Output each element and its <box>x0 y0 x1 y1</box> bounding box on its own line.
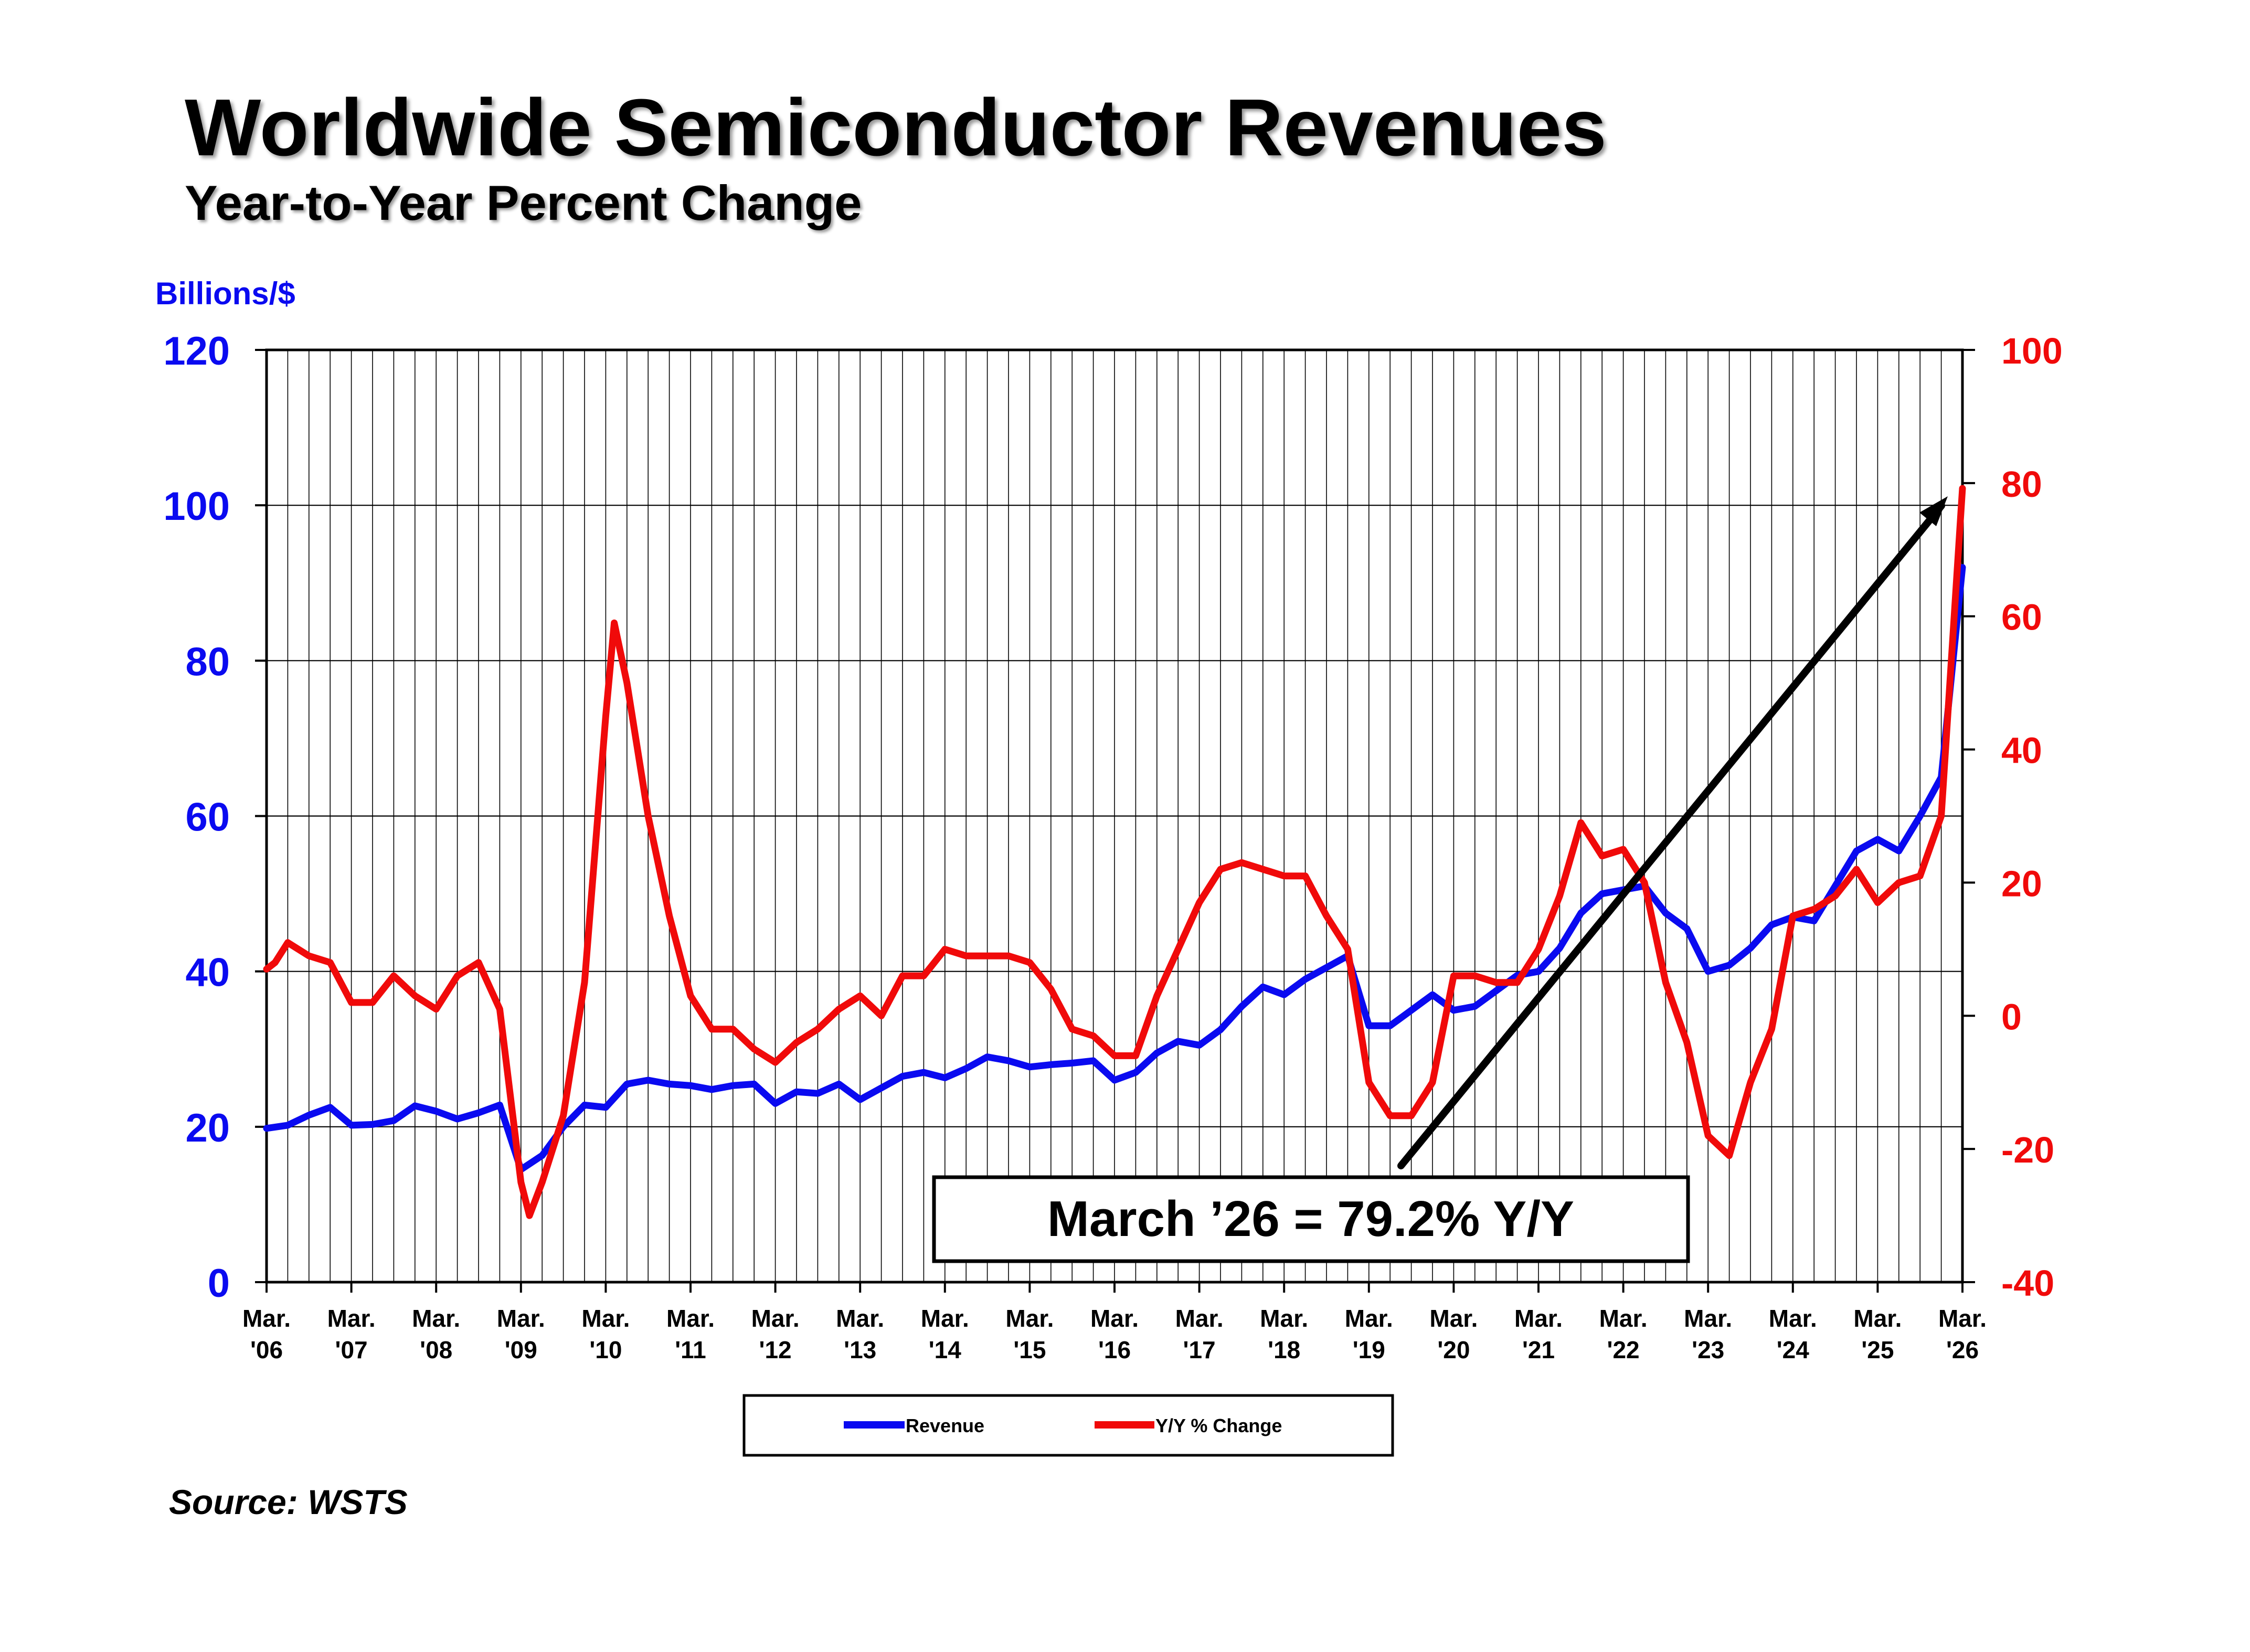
x-axis-tick-label-month: Mar. <box>751 1305 800 1332</box>
right-axis-tick-label: 20 <box>2001 863 2042 904</box>
grid-lines <box>267 349 1962 1283</box>
x-axis-tick-label-month: Mar. <box>1429 1305 1478 1332</box>
x-axis-tick-label-year: '14 <box>929 1336 962 1363</box>
chart-subtitle: Year-to-Year Percent Change <box>185 175 862 230</box>
x-axis-tick-label-month: Mar. <box>497 1305 545 1332</box>
x-axis-tick-label-month: Mar. <box>1090 1305 1139 1332</box>
left-axis-unit-label: Billions/$ <box>155 276 295 311</box>
x-axis-tick-label-month: Mar. <box>921 1305 969 1332</box>
x-axis-tick-label-month: Mar. <box>1260 1305 1308 1332</box>
right-axis-tick-label: 100 <box>2001 331 2063 371</box>
x-axis-tick-label-year: '16 <box>1098 1336 1131 1363</box>
x-axis-tick-label-year: '26 <box>1946 1336 1979 1363</box>
x-axis-tick-label-month: Mar. <box>1175 1305 1224 1332</box>
x-axis-tick-label-year: '13 <box>844 1336 876 1363</box>
x-axis-tick-label-month: Mar. <box>1005 1305 1054 1332</box>
x-axis-tick-label-year: '10 <box>589 1336 622 1363</box>
left-axis-tick-label: 120 <box>163 329 230 374</box>
legend: Revenue Y/Y % Change <box>742 1394 1394 1457</box>
x-axis-tick-label-month: Mar. <box>1599 1305 1648 1332</box>
x-axis-tick-label-month: Mar. <box>1769 1305 1817 1332</box>
x-axis-tick-label-month: Mar. <box>1938 1305 1987 1332</box>
x-axis-tick-label-month: Mar. <box>1684 1305 1732 1332</box>
x-axis-tick-label-month: Mar. <box>666 1305 715 1332</box>
x-axis-tick-label-year: '22 <box>1607 1336 1640 1363</box>
right-axis-tick-label: 60 <box>2001 597 2042 638</box>
x-axis-tick-label-month: Mar. <box>836 1305 884 1332</box>
x-axis-tick-label-year: '12 <box>759 1336 792 1363</box>
legend-revenue-label: Revenue <box>906 1415 984 1436</box>
x-axis-tick-label-year: '06 <box>250 1336 283 1363</box>
left-axis-tick-label: 20 <box>185 1106 230 1150</box>
x-axis-tick-label-year: '19 <box>1353 1336 1385 1363</box>
x-axis-tick-label-month: Mar. <box>1853 1305 1902 1332</box>
left-axis-tick-label: 0 <box>208 1261 230 1306</box>
x-axis-tick-label-month: Mar. <box>1345 1305 1393 1332</box>
x-axis-tick-label-year: '23 <box>1692 1336 1724 1363</box>
x-axis-tick-label-year: '17 <box>1183 1336 1216 1363</box>
x-axis-tick-label-year: '15 <box>1013 1336 1046 1363</box>
annotation-box <box>932 1175 1690 1263</box>
yoy-change-line <box>263 485 1966 1219</box>
annotation-layer: March ’26 = 79.2% Y/Y <box>932 496 1948 1263</box>
left-axis-tick-label: 40 <box>185 951 230 995</box>
trend-arrow-shaft <box>1397 502 1945 1169</box>
x-axis-tick-label-year: '09 <box>505 1336 537 1363</box>
source-note: Source: WSTS <box>169 1483 408 1521</box>
x-axis-tick-label-year: '11 <box>675 1336 706 1363</box>
left-axis-tick-label: 60 <box>185 795 230 840</box>
annotation-text: March ’26 = 79.2% Y/Y <box>1047 1191 1574 1247</box>
right-axis-tick-label: 40 <box>2001 730 2042 771</box>
x-axis-tick-label-year: '07 <box>335 1336 368 1363</box>
x-axis-tick-label-year: '08 <box>420 1336 452 1363</box>
series-layer <box>263 485 1966 1219</box>
x-axis-tick-label-year: '24 <box>1777 1336 1810 1363</box>
x-axis-tick-label-year: '25 <box>1861 1336 1894 1363</box>
x-axis-tick-label-month: Mar. <box>1514 1305 1563 1332</box>
right-axis-tick-label: -40 <box>2001 1263 2054 1304</box>
left-axis-tick-label: 100 <box>163 484 230 529</box>
revenue-line <box>263 564 1966 1173</box>
right-axis-tick-label: -20 <box>2001 1129 2054 1170</box>
x-axis-tick-label-month: Mar. <box>327 1305 376 1332</box>
legend-yoy-label: Y/Y % Change <box>1155 1415 1282 1436</box>
x-axis-tick-label-year: '20 <box>1437 1336 1470 1363</box>
x-axis-tick-label-month: Mar. <box>581 1305 630 1332</box>
x-axis-tick-label-month: Mar. <box>242 1305 291 1332</box>
trend-arrow-head <box>1919 496 1948 526</box>
right-axis-tick-label: 80 <box>2001 464 2042 505</box>
right-axis-tick-label: 0 <box>2001 996 2022 1037</box>
x-axis-tick-label-year: '21 <box>1522 1336 1555 1363</box>
x-axis-tick-label-month: Mar. <box>412 1305 460 1332</box>
x-axis-tick-label-year: '18 <box>1268 1336 1300 1363</box>
left-axis-tick-label: 80 <box>185 640 230 684</box>
chart-title: Worldwide Semiconductor Revenues <box>185 82 1607 173</box>
axes: 0 20 40 60 80 100 120 Billions/$ -40 -20 0 20 40 60 80… <box>155 276 2063 1363</box>
legend-box <box>742 1394 1394 1457</box>
